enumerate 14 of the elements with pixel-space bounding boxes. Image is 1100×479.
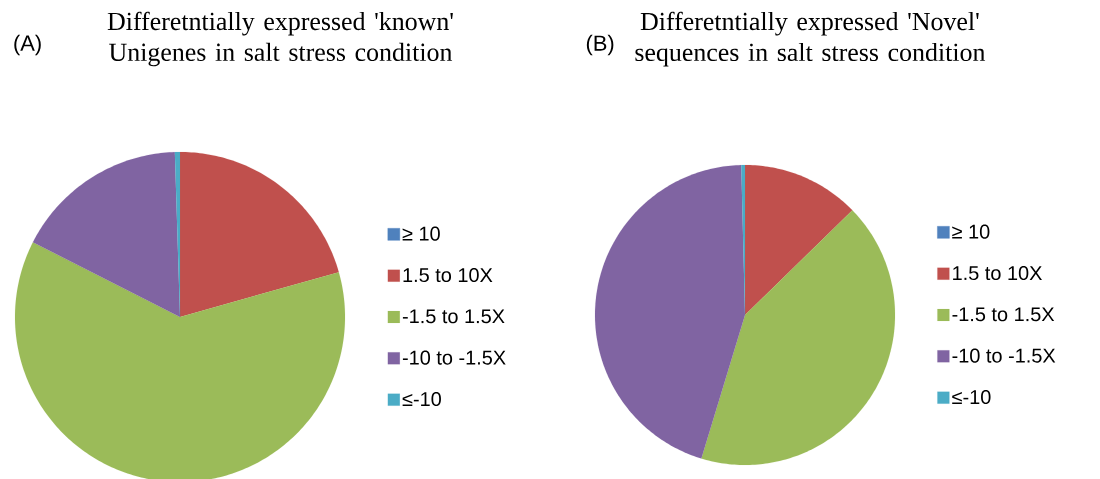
chart-title: Differetntially expressed 'known' Unigenes in salt stress condition: [107, 11, 453, 67]
legend-label: -1.5 to 1.5X: [402, 309, 505, 324]
chart-title: Differetntially expressed 'Novel' sequences in salt stress condition: [635, 11, 986, 67]
legend-label: ≤-10: [402, 391, 441, 407]
text: (A): [14, 34, 41, 56]
legend-label: ≤-10: [952, 389, 991, 405]
legend-label: -10 to -1.5X: [402, 350, 506, 365]
legend-label: -1.5 to 1.5X: [952, 307, 1055, 322]
text: (B): [586, 34, 614, 56]
legend-label: ≥ 10: [952, 224, 990, 239]
legend-label: 1.5 to 10X: [403, 268, 493, 283]
legend-label: 1.5 to 10X: [953, 266, 1042, 281]
legend-label: ≥ 10: [402, 226, 440, 241]
legend-label: -10 to -1.5X: [952, 348, 1056, 363]
